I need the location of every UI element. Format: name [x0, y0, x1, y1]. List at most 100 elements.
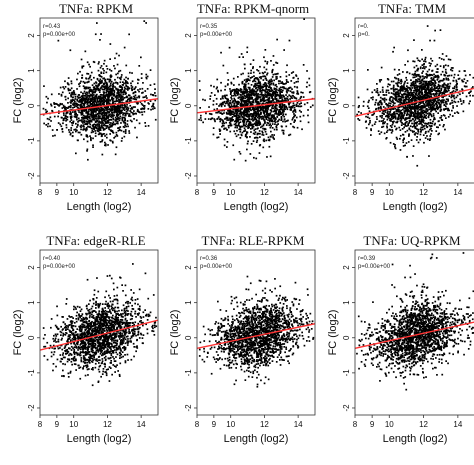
data-point: [413, 66, 416, 69]
data-point: [129, 104, 132, 107]
data-point: [252, 59, 255, 61]
data-point: [253, 94, 256, 97]
data-point: [69, 111, 72, 114]
data-point: [416, 90, 418, 93]
data-point: [216, 78, 219, 81]
data-point: [423, 103, 426, 106]
data-point: [124, 93, 127, 95]
data-point: [275, 112, 277, 114]
data-point: [270, 95, 273, 97]
data-point: [122, 112, 125, 114]
data-point: [425, 84, 428, 86]
data-point: [293, 116, 295, 118]
data-point: [106, 110, 109, 113]
data-point: [243, 83, 246, 86]
data-point: [405, 79, 408, 81]
data-point: [93, 109, 96, 112]
data-point: [417, 118, 420, 120]
data-point: [236, 112, 238, 115]
data-point: [64, 80, 66, 83]
data-point: [267, 122, 270, 125]
data-point: [422, 70, 424, 73]
data-point: [88, 92, 91, 94]
data-point: [423, 127, 426, 130]
data-point: [87, 86, 90, 89]
data-point: [122, 108, 125, 110]
data-point: [85, 127, 88, 130]
data-point: [79, 111, 82, 114]
data-point: [231, 110, 234, 113]
data-point: [110, 70, 113, 72]
data-point: [431, 86, 433, 88]
data-point: [421, 83, 423, 86]
data-point: [90, 112, 93, 114]
data-point: [119, 81, 122, 84]
data-point: [105, 87, 107, 90]
data-point: [252, 71, 255, 74]
data-point: [302, 96, 305, 98]
data-point: [266, 121, 269, 124]
data-point: [285, 82, 287, 85]
data-point: [80, 105, 82, 108]
data-point: [410, 115, 413, 117]
data-point: [111, 92, 113, 94]
data-point: [149, 84, 152, 86]
data-point: [62, 112, 65, 114]
data-point: [93, 82, 96, 85]
data-point: [79, 119, 81, 122]
data-point: [234, 106, 236, 109]
data-point: [216, 86, 218, 89]
scatter-points: [42, 20, 157, 161]
data-point: [280, 113, 282, 116]
data-point: [271, 134, 273, 136]
data-point: [210, 118, 212, 121]
data-point: [123, 89, 126, 92]
data-point: [268, 84, 271, 86]
data-point: [105, 71, 108, 74]
data-point: [367, 107, 370, 109]
data-point: [88, 110, 90, 113]
data-point: [452, 87, 454, 90]
data-point: [102, 122, 104, 125]
data-point: [238, 151, 241, 153]
data-point: [295, 103, 298, 106]
data-point: [439, 79, 441, 82]
data-point: [415, 84, 417, 87]
data-point: [283, 104, 286, 106]
data-point: [92, 89, 95, 91]
data-point: [217, 136, 220, 139]
data-point: [435, 100, 438, 103]
data-point: [296, 126, 299, 129]
data-point: [292, 94, 294, 97]
data-point: [243, 120, 246, 123]
data-point: [131, 80, 134, 83]
data-point: [232, 144, 235, 147]
data-point: [411, 103, 413, 106]
data-point: [82, 99, 84, 102]
data-point: [100, 65, 103, 67]
data-point: [239, 102, 242, 105]
data-point: [154, 92, 156, 94]
data-point: [101, 153, 104, 156]
data-point: [420, 126, 423, 129]
x-tick-label: 12: [260, 188, 269, 197]
data-point: [402, 108, 404, 111]
data-point: [79, 100, 81, 102]
data-point: [432, 113, 435, 115]
data-point: [368, 110, 371, 113]
data-point: [229, 113, 231, 116]
data-point: [389, 109, 392, 111]
data-point: [84, 95, 87, 97]
data-point: [90, 93, 92, 96]
data-point: [402, 106, 405, 108]
data-point: [104, 118, 107, 120]
data-point: [110, 130, 113, 133]
data-point: [51, 129, 54, 131]
data-point: [274, 117, 277, 120]
y-tick-label: -2: [27, 172, 36, 180]
data-point: [424, 93, 426, 96]
data-point: [96, 113, 98, 116]
data-point: [404, 96, 407, 99]
data-point: [397, 106, 399, 109]
data-point: [112, 82, 115, 84]
